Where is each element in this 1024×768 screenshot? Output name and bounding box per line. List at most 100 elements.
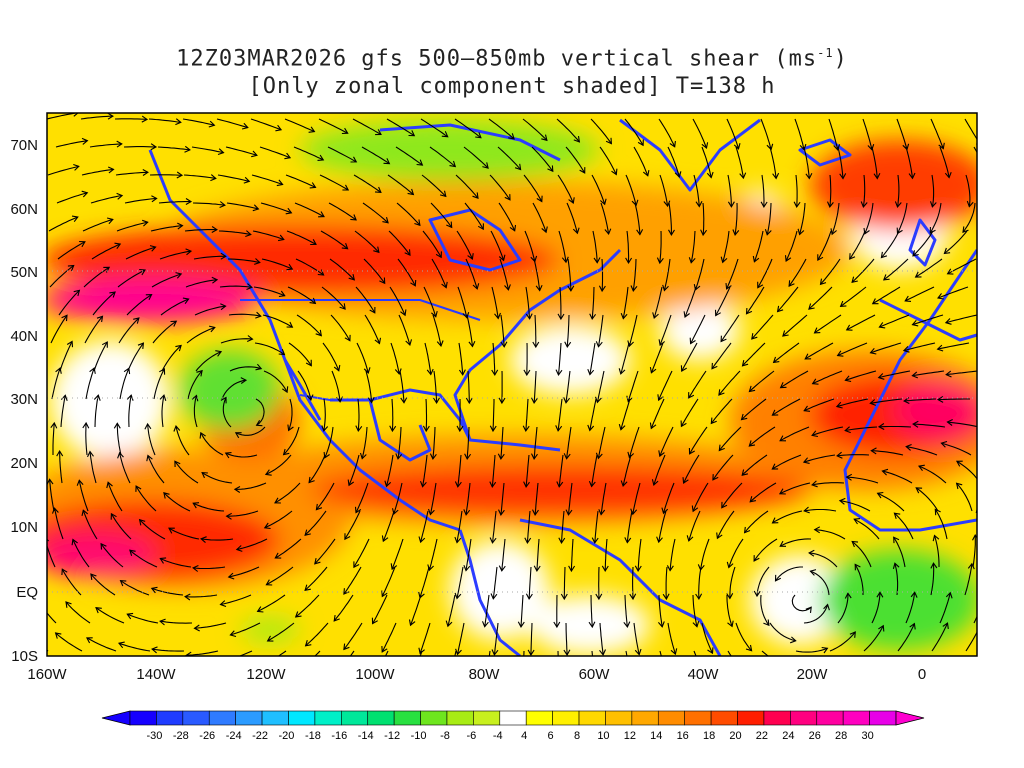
streamline [425,398,428,432]
streamline-arrow [175,118,182,126]
streamline [893,537,906,568]
streamline-arrow [100,542,107,550]
streamline [185,594,218,598]
streamline [839,500,871,512]
streamline [560,510,565,543]
streamline-arrow [560,593,568,601]
colorbar-label: 4 [521,730,527,742]
streamline [151,587,184,596]
streamline-arrow [688,392,695,399]
streamline [56,192,88,204]
streamline [160,298,189,316]
streamline-arrow [808,549,815,557]
streamline-arrow [844,426,851,434]
streamline-arrow [912,420,919,428]
colorbar-swatch [235,710,263,726]
streamline-arrow [159,367,166,375]
streamline-arrow [943,247,951,255]
colorbar-swatch [816,710,844,726]
streamline-arrow [826,201,834,208]
colorbar-label: 26 [809,730,821,742]
streamline [55,140,88,148]
streamline-arrow [220,396,227,404]
streamline [964,563,973,596]
streamline-arrow [348,273,356,281]
streamline [558,230,567,263]
streamline-arrow [79,240,86,248]
streamline-arrow [281,386,289,394]
streamline [304,566,328,591]
streamline-arrow [374,337,382,345]
streamline [734,202,738,235]
streamline [633,622,640,655]
streamline [228,313,261,317]
streamline [149,174,183,176]
streamline [424,342,432,375]
streamline [761,650,770,656]
streamline-arrow [419,481,427,488]
streamline [396,202,421,226]
streamline [467,370,470,403]
streamline-arrow [811,378,819,385]
streamline [906,446,938,456]
streamline-arrow [463,565,471,572]
streamline [147,455,165,484]
streamline [85,367,95,400]
streamline [428,538,438,571]
streamline-arrow [374,186,382,194]
streamline [429,146,456,168]
streamline-arrow [718,389,725,396]
streamline-arrow [851,540,859,548]
colorbar-swatch [314,710,342,726]
streamline-arrow [282,448,290,456]
streamline-arrow [532,341,540,349]
streamline [624,594,628,627]
streamline-arrow [464,453,472,460]
streamline-arrow [472,192,479,200]
streamline-arrow [595,593,603,601]
streamline [92,291,116,316]
streamline [589,398,597,431]
streamline-arrow [918,464,925,472]
streamline-arrow [176,171,184,179]
streamline-arrow [742,670,748,676]
colorbar-swatch [393,710,421,726]
streamline-arrow [446,221,453,229]
streamline-arrow [867,144,875,151]
streamline-arrow [508,133,515,140]
streamline-arrow [481,621,489,628]
streamline-arrow [286,321,294,328]
streamline-arrow [555,369,563,376]
streamline-arrow [454,592,462,600]
streamline [597,426,606,459]
streamline-arrow [739,172,747,180]
streamline [840,286,867,307]
streamline [252,230,284,241]
streamline-arrow [208,325,216,333]
streamline [663,258,671,291]
streamline [688,370,707,399]
streamline-arrow [129,549,136,556]
colorbar-label: -10 [411,730,427,742]
streamline-arrow [620,480,628,488]
streamline [872,286,901,305]
streamline [525,454,530,487]
colorbar-swatch [684,710,712,726]
streamline [596,370,605,403]
streamline-arrow [126,612,134,620]
streamline [50,314,68,344]
streamline-arrow [287,424,294,432]
streamline [324,426,334,459]
streamline [956,482,973,512]
streamline-arrow [274,497,281,504]
streamline-arrow [877,373,885,380]
streamline [851,258,875,283]
streamline [837,454,870,457]
streamline-arrow [489,537,497,544]
streamline [283,426,300,455]
streamline-arrow [379,277,386,285]
streamline [803,604,829,624]
streamline-arrow [65,601,72,608]
streamline-arrow [441,281,448,289]
streamline-arrow [624,537,632,544]
